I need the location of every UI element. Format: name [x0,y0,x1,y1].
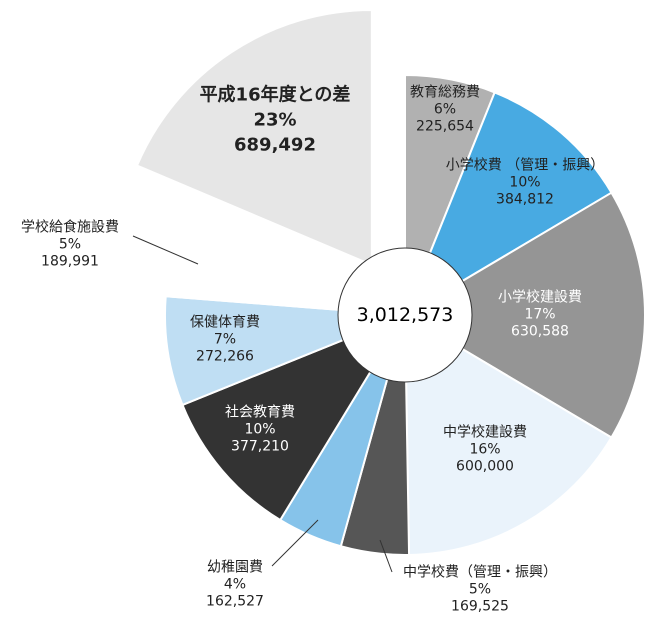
slice-label: 中学校建設費 16% 600,000 [443,425,527,476]
value-label: 169,525 [451,598,509,615]
slice-label: 小学校費 （管理・振興） 10% 384,812 [446,158,604,209]
center-label: 3,012,573 [356,304,454,326]
category-name: 学校給食施設費 [21,219,119,236]
slice-label: 小学校建設費 17% 630,588 [498,290,582,341]
value-label: 630,588 [511,323,569,340]
category-name: 幼稚園費 [207,559,263,576]
category-name: 小学校費 （管理・振興） [445,157,605,174]
value-label: 377,210 [231,438,289,455]
value-label: 189,991 [41,253,99,270]
slice-label: 教育総務費 6% 225,654 [410,85,480,136]
value-label: 162,527 [206,593,264,610]
slice-label: 中学校費（管理・振興） 5% 169,525 [403,565,557,616]
slice-label: 保健体育費 7% 272,266 [190,315,260,366]
value-label: 225,654 [416,118,474,135]
percent-label: 6% [433,101,457,118]
category-name: 教育総務費 [410,84,480,101]
value-label: 384,812 [496,191,554,208]
percent-label: 16% [469,441,501,458]
value-label: 272,266 [196,348,254,365]
leader-line [132,235,199,265]
percent-label: 10% [244,421,276,438]
slice-label: 社会教育費 10% 377,210 [225,405,295,456]
pie-slice [402,91,613,318]
leader-line [379,539,393,573]
category-name: 小学校建設費 [498,289,582,306]
pie-slice [181,312,408,522]
slice-label: 学校給食施設費 5% 189,991 [21,220,119,271]
percent-label: 5% [58,236,82,253]
pie-slice [403,191,646,439]
percent-label: 5% [468,581,492,598]
value-label: 689,492 [234,134,316,156]
percent-label: 10% [509,174,541,191]
percent-label: 7% [213,331,237,348]
category-name: 社会教育費 [225,404,295,421]
percent-label: 23% [253,109,297,131]
pie-slice [135,8,373,267]
category-name: 中学校建設費 [443,424,527,441]
value-label: 600,000 [456,458,514,475]
percent-label: 4% [223,576,247,593]
category-name: 保健体育費 [190,314,260,331]
center-hole [337,247,473,383]
slice-label: 幼稚園費 4% 162,527 [206,560,264,611]
slice-label: 平成16年度との差 23% 689,492 [200,83,351,158]
percent-label: 17% [524,306,556,323]
leader-line [271,519,319,567]
category-name: 中学校費（管理・振興） [403,564,557,581]
pie-slice [403,313,613,556]
category-name: 平成16年度との差 [199,84,351,106]
